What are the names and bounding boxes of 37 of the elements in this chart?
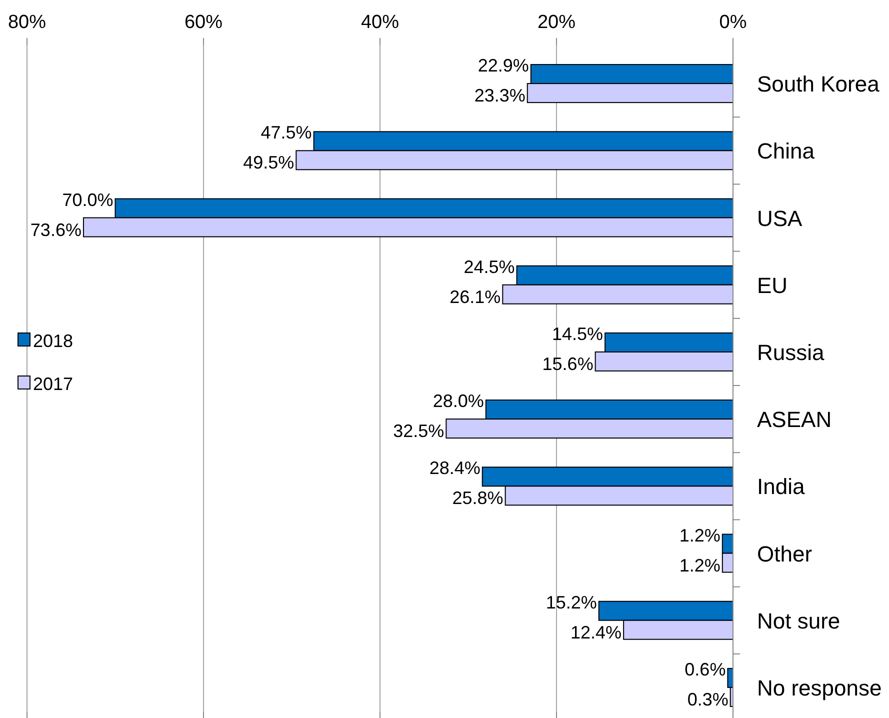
y-tick-label: Russia — [757, 340, 826, 365]
data-label: 47.5% — [260, 122, 312, 143]
data-label: 73.6% — [30, 220, 82, 240]
data-label: 12.4% — [570, 622, 622, 642]
x-tick-label: 20% — [537, 12, 576, 33]
x-tick-label: 80% — [8, 12, 46, 33]
data-label: 28.4% — [429, 458, 480, 478]
data-label: 0.6% — [684, 659, 726, 680]
data-label: 25.8% — [452, 488, 504, 508]
data-label: 24.5% — [464, 256, 515, 277]
data-label: 0.3% — [687, 689, 728, 710]
y-tick-label: India — [757, 474, 806, 500]
y-tick-label: USA — [757, 206, 803, 231]
data-label: 1.2% — [679, 555, 720, 576]
data-label: 15.6% — [542, 354, 594, 374]
x-tick-label: 40% — [360, 12, 400, 33]
legend-label: 2017 — [33, 374, 74, 394]
data-label: 32.5% — [393, 421, 444, 442]
data-label: 15.2% — [546, 592, 597, 612]
data-label: 26.1% — [450, 286, 501, 307]
x-tick-label: 0% — [719, 12, 747, 33]
x-tick-label: 60% — [184, 12, 223, 33]
data-label: 1.2% — [679, 525, 720, 546]
y-tick-label: South Korea — [757, 72, 880, 97]
data-label: 70.0% — [62, 190, 114, 210]
y-tick-label: Other — [757, 541, 812, 566]
data-label: 14.5% — [552, 324, 604, 344]
legend-label: 2018 — [33, 331, 74, 351]
data-label: 28.0% — [432, 391, 484, 412]
data-label: 23.3% — [474, 86, 526, 106]
y-tick-label: No response — [757, 675, 882, 700]
y-tick-label: Not sure — [757, 608, 840, 634]
data-label: 22.9% — [478, 56, 529, 76]
y-tick-label: EU — [757, 272, 788, 298]
data-label: 49.5% — [243, 152, 294, 173]
y-tick-label: China — [757, 138, 816, 164]
y-tick-label: ASEAN — [757, 407, 832, 432]
